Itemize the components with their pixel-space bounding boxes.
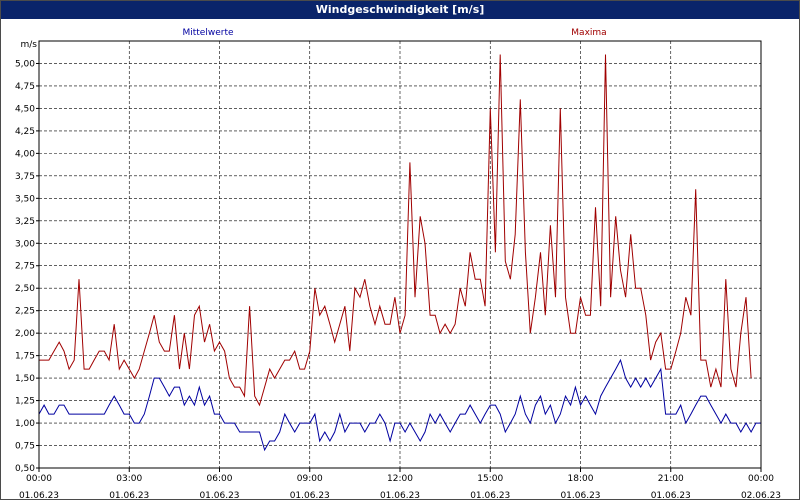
y-tick-label: 3,75	[15, 172, 35, 182]
x-tick-time: 21:00	[658, 474, 684, 484]
x-tick-time: 00:00	[748, 474, 774, 484]
series-line-maxima	[39, 54, 752, 407]
grid	[36, 41, 762, 472]
line-chart: m/s Mittelwerte Maxima 0,50 0,75 1,00 1,25 1…	[15, 28, 781, 501]
y-tick-label: 2,50	[15, 284, 35, 294]
y-tick-label: 3,25	[15, 217, 35, 227]
x-tick-time: 15:00	[477, 474, 503, 484]
y-tick-label: 3,50	[15, 194, 35, 204]
x-tick-date: 01.06.23	[290, 491, 330, 499]
x-tick-time: 03:00	[116, 474, 142, 484]
y-tick-label: 5,00	[15, 59, 35, 69]
plot-area: m/s Mittelwerte Maxima 0,50 0,75 1,00 1,25 1…	[1, 19, 799, 501]
y-tick-label: 2,25	[15, 307, 35, 317]
x-tick-date: 01.06.23	[560, 491, 600, 499]
y-tick-label: 0,75	[15, 442, 35, 452]
x-tick-date: 01.06.23	[470, 491, 510, 499]
x-tick-date: 01.06.23	[19, 491, 59, 499]
x-tick-date: 01.06.23	[199, 491, 239, 499]
legend-maxima: Maxima	[571, 28, 606, 38]
y-tick-label: 4,00	[15, 149, 35, 159]
y-tick-label: 2,00	[15, 329, 35, 339]
axis-labels: 0,50 0,75 1,00 1,25 1,50 1,75 2,00 2,25 2,50 2,75…	[15, 59, 781, 501]
x-tick-date: 01.06.23	[109, 491, 149, 499]
legend-mittelwerte: Mittelwerte	[182, 28, 233, 38]
y-axis-unit-label: m/s	[21, 40, 38, 50]
x-tick-time: 12:00	[387, 474, 413, 484]
y-tick-label: 0,50	[15, 464, 35, 474]
y-tick-label: 1,75	[15, 352, 35, 362]
series-layer	[38, 54, 761, 452]
x-tick-date: 01.06.23	[651, 491, 691, 499]
series-line-mittelwerte	[38, 358, 761, 452]
x-tick-time: 09:00	[297, 474, 323, 484]
y-tick-label: 4,50	[15, 104, 35, 114]
y-tick-label: 1,50	[15, 374, 35, 384]
x-tick-time: 00:00	[26, 474, 52, 484]
chart-title: Windgeschwindigkeit [m/s]	[1, 1, 799, 19]
x-tick-time: 06:00	[207, 474, 233, 484]
x-tick-date: 02.06.23	[741, 491, 781, 499]
x-tick-time: 18:00	[568, 474, 594, 484]
plot-frame	[38, 40, 762, 469]
y-tick-label: 4,25	[15, 127, 35, 137]
y-tick-label: 3,00	[15, 239, 35, 249]
y-tick-label: 1,25	[15, 397, 35, 407]
y-tick-label: 1,00	[15, 419, 35, 429]
x-tick-date: 01.06.23	[380, 491, 420, 499]
y-tick-label: 2,75	[15, 262, 35, 272]
y-tick-label: 4,75	[15, 82, 35, 92]
